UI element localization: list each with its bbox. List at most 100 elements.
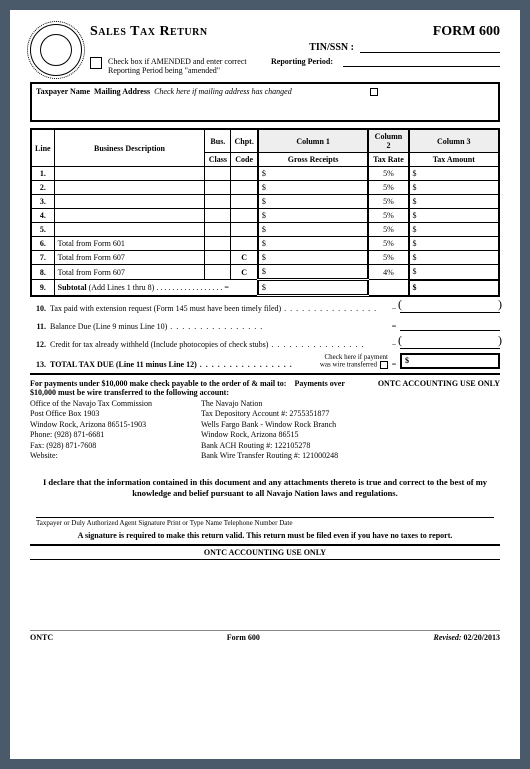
wire-note: Check here if payment was wire transferr… <box>320 354 388 369</box>
line-13-num: 13. <box>30 360 50 369</box>
business-desc-input[interactable] <box>54 181 205 195</box>
gross-receipts-input[interactable]: $ <box>258 237 368 251</box>
bank-info-block: The Navajo NationTax Depository Account … <box>201 399 362 461</box>
ontc-use-label: ONTC ACCOUNTING USE ONLY <box>370 379 500 461</box>
th-bus2: Class <box>205 153 231 167</box>
chpt-code-input[interactable]: C <box>231 265 258 280</box>
subtotal-gross[interactable]: $ <box>258 280 368 296</box>
bus-class-input[interactable] <box>205 251 231 265</box>
bus-class-input[interactable] <box>205 167 231 181</box>
line-12-amount[interactable] <box>400 335 500 349</box>
signature-line[interactable]: Taxpayer or Duly Authorized Agent Signat… <box>36 517 494 527</box>
th-line: Line <box>31 129 54 167</box>
total-tax-due-box[interactable]: $ <box>400 353 500 369</box>
tin-input[interactable] <box>360 42 500 53</box>
business-desc-input[interactable] <box>54 195 205 209</box>
bus-class-input[interactable] <box>205 265 231 280</box>
chpt-code-input[interactable] <box>231 195 258 209</box>
th-chpt2: Code <box>231 153 258 167</box>
line-num: 2. <box>31 181 54 195</box>
chpt-code-input[interactable] <box>231 237 258 251</box>
wire-checkbox[interactable] <box>380 361 388 369</box>
business-desc-input[interactable] <box>54 223 205 237</box>
gross-receipts-input[interactable]: $ <box>258 223 368 237</box>
form-number: FORM 600 <box>433 24 500 40</box>
business-desc-input[interactable] <box>54 209 205 223</box>
tax-amount-input[interactable]: $ <box>409 181 499 195</box>
business-desc-input[interactable]: Total from Form 601 <box>54 237 205 251</box>
ontc-use-2: ONTC ACCOUNTING USE ONLY <box>30 544 500 560</box>
mailing-address-block: Office of the Navajo Tax CommissionPost … <box>30 399 191 461</box>
footer: ONTC Form 600 Revised: Revised: 02/20/20… <box>30 630 500 642</box>
signature-note: A signature is required to make this ret… <box>30 531 500 540</box>
chpt-code-input[interactable]: C <box>231 251 258 265</box>
tax-rate: 5% <box>368 195 408 209</box>
eq-11: = <box>388 322 400 331</box>
tax-table: Line Business Description Bus. Chpt. Col… <box>30 128 500 297</box>
address-changed-checkbox[interactable] <box>370 88 378 96</box>
tax-rate: 5% <box>368 209 408 223</box>
line-10-text: Tax paid with extension request (Form 14… <box>50 304 388 313</box>
tax-rate: 5% <box>368 223 408 237</box>
gross-receipts-input[interactable]: $ <box>258 167 368 181</box>
tax-amount-input[interactable]: $ <box>409 209 499 223</box>
chpt-code-input[interactable] <box>231 223 258 237</box>
tax-amount-input[interactable]: $ <box>409 251 499 265</box>
subtotal-rate-blank <box>368 280 408 296</box>
seal-icon <box>30 24 82 76</box>
chpt-code-input[interactable] <box>231 181 258 195</box>
tax-amount-input[interactable]: $ <box>409 265 499 280</box>
tax-amount-input[interactable]: $ <box>409 237 499 251</box>
tax-amount-input[interactable]: $ <box>409 223 499 237</box>
divider <box>30 373 500 375</box>
business-desc-input[interactable]: Total from Form 607 <box>54 265 205 280</box>
business-desc-input[interactable] <box>54 167 205 181</box>
gross-receipts-input[interactable]: $ <box>258 209 368 223</box>
business-desc-input[interactable]: Total from Form 607 <box>54 251 205 265</box>
line-num: 8. <box>31 265 54 280</box>
th-bus1: Bus. <box>205 129 231 153</box>
gross-receipts-input[interactable]: $ <box>258 195 368 209</box>
footer-left: ONTC <box>30 633 53 642</box>
line-num: 4. <box>31 209 54 223</box>
tax-rate: 5% <box>368 251 408 265</box>
line-num: 7. <box>31 251 54 265</box>
th-col3: Column 3 <box>409 129 499 153</box>
tin-label: TIN/SSN : <box>309 42 354 53</box>
under-hdr: For payments under $10,000 make check pa… <box>30 379 286 388</box>
form-title: Sales Tax Return <box>90 24 208 40</box>
tax-amount-input[interactable]: $ <box>409 167 499 181</box>
bus-class-input[interactable] <box>205 223 231 237</box>
bus-class-input[interactable] <box>205 195 231 209</box>
bus-class-input[interactable] <box>205 209 231 223</box>
line-11-text: Balance Due (Line 9 minus Line 10) <box>50 322 388 331</box>
bus-class-input[interactable] <box>205 237 231 251</box>
summary-lines: 10. Tax paid with extension request (For… <box>30 299 500 369</box>
line-12-num: 12. <box>30 340 50 349</box>
chpt-code-input[interactable] <box>231 209 258 223</box>
line-12-text: Credit for tax already withheld (Include… <box>50 340 388 349</box>
gross-receipts-input[interactable]: $ <box>258 181 368 195</box>
th-desc: Business Description <box>54 129 205 167</box>
footer-mid: Form 600 <box>227 633 260 642</box>
declaration: I declare that the information contained… <box>40 477 490 499</box>
gross-receipts-input[interactable]: $ <box>258 265 368 280</box>
subtotal-label: Subtotal (Add Lines 1 thru 8) . . . . . … <box>54 280 258 296</box>
line-11-num: 11. <box>30 322 50 331</box>
tax-rate: 5% <box>368 181 408 195</box>
tax-rate: 4% <box>368 265 408 280</box>
tax-amount-input[interactable]: $ <box>409 195 499 209</box>
th-col2: Column 2 <box>368 129 408 153</box>
line-10-amount[interactable] <box>400 299 500 313</box>
th-amt: Tax Amount <box>409 153 499 167</box>
amended-checkbox[interactable] <box>90 57 102 69</box>
subtotal-amount[interactable]: $ <box>409 280 499 296</box>
gross-receipts-input[interactable]: $ <box>258 251 368 265</box>
reporting-period-input[interactable] <box>343 57 500 67</box>
chpt-code-input[interactable] <box>231 167 258 181</box>
bus-class-input[interactable] <box>205 181 231 195</box>
footer-right: Revised: Revised: 02/20/201302/20/2013 <box>434 633 500 642</box>
taxpayer-name-box[interactable]: Taxpayer Name Mailing Address Check here… <box>30 82 500 122</box>
line-11-amount[interactable] <box>400 317 500 331</box>
eq-13: = <box>388 360 400 369</box>
